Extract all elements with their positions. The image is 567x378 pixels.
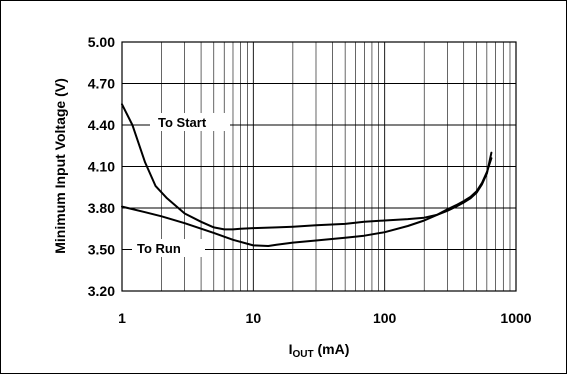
x-axis-label-main: I xyxy=(289,341,293,357)
plot-border xyxy=(121,41,517,292)
to-start-label: To Start xyxy=(158,115,207,130)
to-run-label: To Run xyxy=(137,241,181,256)
series-line-to-start xyxy=(121,103,493,231)
y-tick-label: 4.70 xyxy=(88,76,115,92)
tick-labels: 5.00 4.70 4.40 4.10 3.80 3.50 3.201 10 100 1000 xyxy=(88,34,532,326)
x-tick-label: 100 xyxy=(373,310,397,326)
y-tick-label: 3.20 xyxy=(88,283,115,299)
series-line-to-run xyxy=(121,157,493,247)
series-group xyxy=(121,103,493,247)
y-tick-label: 4.40 xyxy=(88,117,115,133)
y-tick-label: 5.00 xyxy=(88,34,115,50)
x-axis-label: IOUT (mA) xyxy=(289,341,350,360)
y-tick-label: 3.50 xyxy=(88,242,115,258)
y-axis-label: Minimum Input Voltage (V) xyxy=(52,78,68,254)
x-tick-label: 10 xyxy=(246,310,262,326)
x-tick-label: 1 xyxy=(118,310,126,326)
to-run-label-bg xyxy=(132,239,205,257)
y-tick-label: 3.80 xyxy=(88,200,115,216)
x-axis-label-sub: OUT xyxy=(293,349,314,360)
x-axis-label-unit: (mA) xyxy=(314,341,350,357)
y-tick-label: 4.10 xyxy=(88,159,115,175)
x-tick-label: 1000 xyxy=(500,310,531,326)
to-start-label-bg xyxy=(150,113,230,131)
